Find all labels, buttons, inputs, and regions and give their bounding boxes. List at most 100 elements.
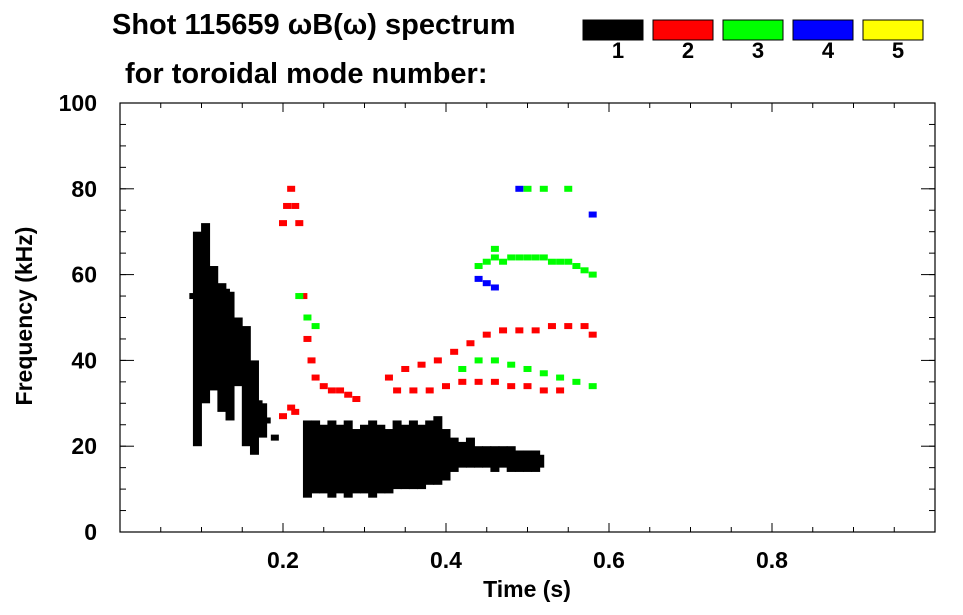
spectrum-point bbox=[556, 387, 565, 394]
series-n=3 bbox=[295, 185, 597, 390]
spectrum-point bbox=[515, 456, 524, 463]
legend-swatch-4 bbox=[792, 19, 854, 41]
y-tick-label: 0 bbox=[84, 519, 97, 545]
spectrum-point bbox=[490, 284, 499, 291]
spectrum-point bbox=[262, 417, 271, 424]
spectrum-band bbox=[335, 424, 345, 494]
legend-label-1: 1 bbox=[612, 38, 624, 63]
spectrum-point bbox=[547, 323, 556, 330]
spectrum-band bbox=[225, 291, 235, 421]
spectrum-point bbox=[287, 185, 296, 192]
spectrum-point bbox=[556, 374, 565, 381]
spectrum-point bbox=[205, 293, 214, 300]
spectrum-point bbox=[466, 456, 475, 463]
spectrum-point bbox=[539, 387, 548, 394]
legend-label-4: 4 bbox=[822, 38, 835, 63]
y-tick-label: 80 bbox=[71, 176, 97, 202]
spectrum-point bbox=[401, 456, 410, 463]
spectrum-point bbox=[246, 378, 255, 385]
spectrum-point bbox=[572, 263, 581, 270]
spectrum-point bbox=[539, 254, 548, 261]
spectrum-band bbox=[233, 317, 243, 387]
spectrum-point bbox=[230, 323, 239, 330]
spectrum-point bbox=[482, 331, 491, 338]
y-tick-label: 100 bbox=[59, 90, 97, 116]
spectrum-point bbox=[303, 314, 312, 321]
y-tick-label: 40 bbox=[71, 347, 97, 373]
spectrum-point bbox=[189, 293, 198, 300]
spectrum-band bbox=[258, 403, 268, 438]
spectrum-point bbox=[270, 434, 279, 441]
legend-swatch-2 bbox=[652, 19, 714, 41]
legend-label-2: 2 bbox=[682, 38, 694, 63]
spectrum-point bbox=[588, 271, 597, 278]
spectrum-band bbox=[217, 283, 227, 412]
x-tick-label: 0.4 bbox=[430, 547, 462, 573]
spectrum-point bbox=[295, 220, 304, 227]
spectrum-point bbox=[507, 254, 516, 261]
spectrum-point bbox=[254, 400, 263, 407]
spectrum-band bbox=[523, 450, 532, 472]
spectrum-point bbox=[299, 293, 308, 300]
series-n=4 bbox=[474, 185, 597, 291]
x-tick-label: 0.8 bbox=[756, 547, 788, 573]
legend-swatch-3 bbox=[722, 19, 784, 41]
spectrum-point bbox=[499, 258, 508, 265]
title-line-1: Shot 115659 ωB(ω) spectrum bbox=[112, 9, 516, 41]
spectrum-point bbox=[352, 460, 361, 467]
legend-swatch-5 bbox=[862, 19, 924, 41]
series-n=2 bbox=[279, 185, 597, 420]
x-tick-label: 0.2 bbox=[267, 547, 299, 573]
spectrum-point bbox=[209, 323, 218, 330]
spectrum-point bbox=[474, 378, 483, 385]
spectrum-point bbox=[352, 396, 361, 403]
y-tick-label: 60 bbox=[71, 262, 97, 288]
spectrum-point bbox=[531, 254, 540, 261]
spectrum-point bbox=[213, 305, 222, 312]
spectrum-band bbox=[249, 360, 259, 455]
spectrum-band bbox=[360, 424, 369, 494]
spectrum-point bbox=[238, 348, 247, 355]
x-axis-label: Time (s) bbox=[483, 576, 571, 602]
spectrum-point bbox=[474, 357, 483, 364]
spectrum-point bbox=[531, 460, 540, 467]
spectrum-point bbox=[588, 331, 597, 338]
title-line-2: for toroidal mode number: bbox=[125, 58, 488, 90]
spectrum-point bbox=[490, 254, 499, 261]
spectrum-point bbox=[539, 185, 548, 192]
spectrum-band bbox=[192, 231, 202, 447]
spectrum-point bbox=[409, 387, 418, 394]
spectrum-point bbox=[490, 245, 499, 252]
spectrum-band bbox=[425, 420, 435, 485]
spectrum-point bbox=[221, 288, 230, 295]
spectrum-point bbox=[588, 383, 597, 390]
y-axis-label: Frequency (kHz) bbox=[11, 227, 37, 406]
spectrum-band bbox=[465, 437, 475, 468]
spectrum-point bbox=[384, 374, 393, 381]
spectrum-point bbox=[303, 460, 312, 467]
spectrum-point bbox=[291, 202, 300, 209]
spectrum-point bbox=[482, 280, 491, 287]
spectrum-point bbox=[433, 451, 442, 458]
axis-ticks: 0.2 0.4 0.6 0.8 0 20 40 60 80 100 bbox=[59, 90, 935, 573]
spectrum-point bbox=[490, 357, 499, 364]
spectrum-point bbox=[450, 348, 459, 355]
legend-label-3: 3 bbox=[752, 38, 764, 63]
spectrum-point bbox=[474, 275, 483, 282]
spectrum-band bbox=[327, 420, 337, 498]
spectrum-band bbox=[311, 420, 321, 494]
spectrum-point bbox=[393, 387, 402, 394]
spectrum-point bbox=[311, 323, 320, 330]
spectrum-point bbox=[336, 460, 345, 467]
spectrum-point bbox=[193, 263, 202, 270]
spectrum-point bbox=[523, 254, 532, 261]
spectrum-band bbox=[441, 429, 451, 481]
spectrum-band bbox=[457, 441, 467, 468]
spectrum-band bbox=[408, 420, 418, 490]
spectrum-point bbox=[474, 263, 483, 270]
spectrum-point bbox=[564, 258, 573, 265]
spectrum-point bbox=[588, 211, 597, 218]
spectrum-point bbox=[564, 185, 573, 192]
spectrum-point bbox=[523, 383, 532, 390]
